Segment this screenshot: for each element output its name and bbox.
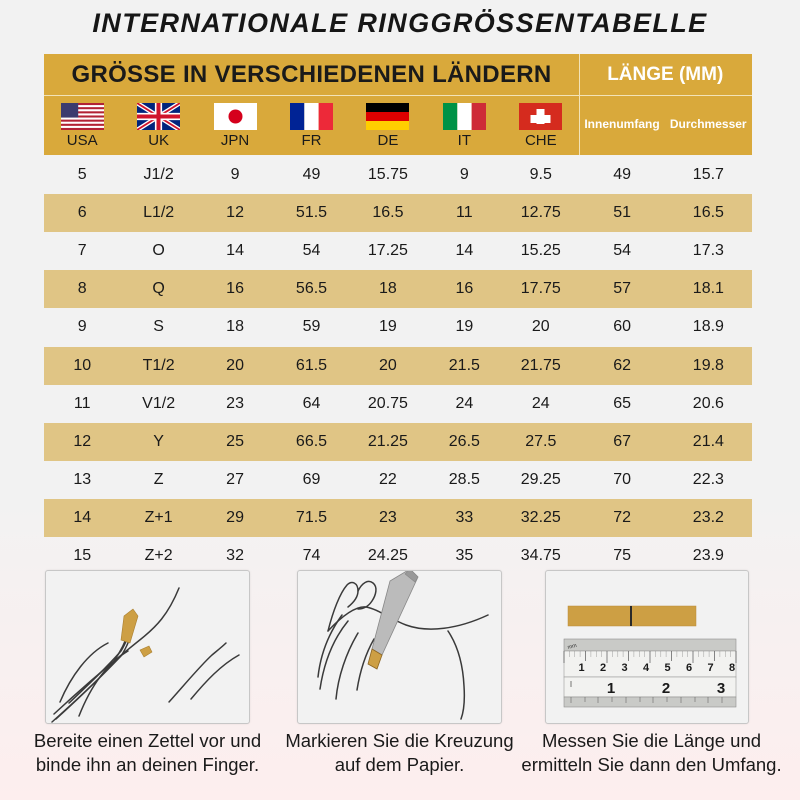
svg-text:5: 5 [664,662,670,674]
svg-text:3: 3 [717,680,725,697]
svg-text:8: 8 [729,662,735,674]
svg-text:1: 1 [607,680,615,697]
svg-text:6: 6 [686,662,692,674]
svg-text:1: 1 [578,662,584,674]
svg-text:3: 3 [621,662,627,674]
svg-text:2: 2 [600,662,606,674]
svg-text:7: 7 [707,662,713,674]
svg-text:2: 2 [662,680,670,697]
svg-text:4: 4 [643,662,650,674]
